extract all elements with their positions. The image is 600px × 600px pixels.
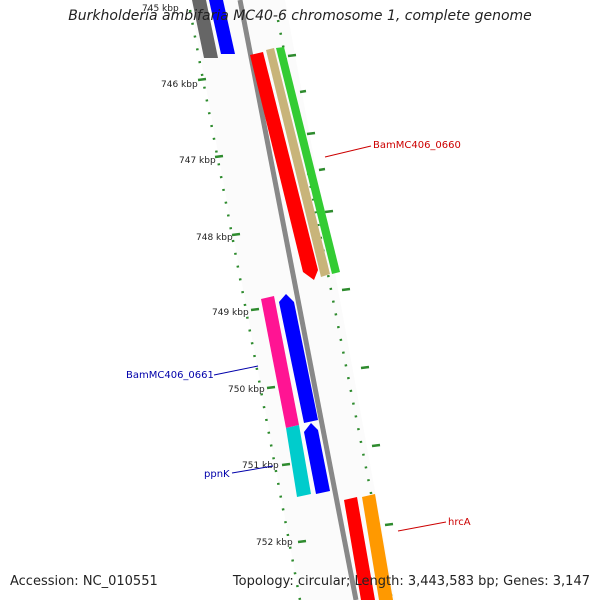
kbp-label-752: 752 kbp xyxy=(256,538,293,548)
gene-feature-blue-2 xyxy=(304,423,330,494)
gene-feature-top-blue xyxy=(209,0,235,54)
kbp-label-749: 749 kbp xyxy=(212,308,249,318)
ruler-track-left xyxy=(188,9,302,600)
gene-feature-hrcA xyxy=(344,497,375,600)
gene-label-BamMC406_0661[interactable]: BamMC406_0661 xyxy=(126,370,214,381)
genome-backbone xyxy=(237,0,359,600)
ring-band xyxy=(190,0,395,600)
kbp-label-746: 746 kbp xyxy=(161,80,198,90)
kbp-label-751: 751 kbp xyxy=(242,461,279,471)
kbp-label-745: 745 kbp xyxy=(142,4,179,14)
gene-label-ppnK[interactable]: ppnK xyxy=(204,469,230,480)
gene-feature-tan xyxy=(266,48,330,277)
callout-line-hrcA xyxy=(397,521,447,532)
callout-line-BamMC406_0661 xyxy=(213,365,259,376)
ruler-ticks-right xyxy=(287,53,394,527)
kbp-label-750: 750 kbp xyxy=(228,385,265,395)
accession-text: Accession: NC_010551 xyxy=(10,574,158,589)
callout-line-BamMC406_0660 xyxy=(324,145,372,158)
kbp-label-748: 748 kbp xyxy=(196,233,233,243)
ruler-ticks-left xyxy=(197,77,307,544)
genome-summary-text: Topology: circular; Length: 3,443,583 bp… xyxy=(232,574,590,589)
gene-feature-top-gray xyxy=(192,0,218,58)
gene-feature-BamMC406_0661 xyxy=(261,296,299,428)
callout-line-ppnK xyxy=(231,465,274,474)
kbp-label-747: 747 kbp xyxy=(179,156,216,166)
gene-feature-ppnK xyxy=(286,425,311,497)
gene-feature-blue-1 xyxy=(279,294,318,423)
gene-label-hrcA[interactable]: hrcA xyxy=(448,517,471,528)
map-title: Burkholderia ambifaria MC40-6 chromosome… xyxy=(68,8,532,24)
gene-label-BamMC406_0660[interactable]: BamMC406_0660 xyxy=(373,140,461,151)
gene-feature-orange xyxy=(362,494,393,600)
gene-feature-BamMC406_0660 xyxy=(276,47,340,274)
gene-feature-red xyxy=(250,52,318,280)
